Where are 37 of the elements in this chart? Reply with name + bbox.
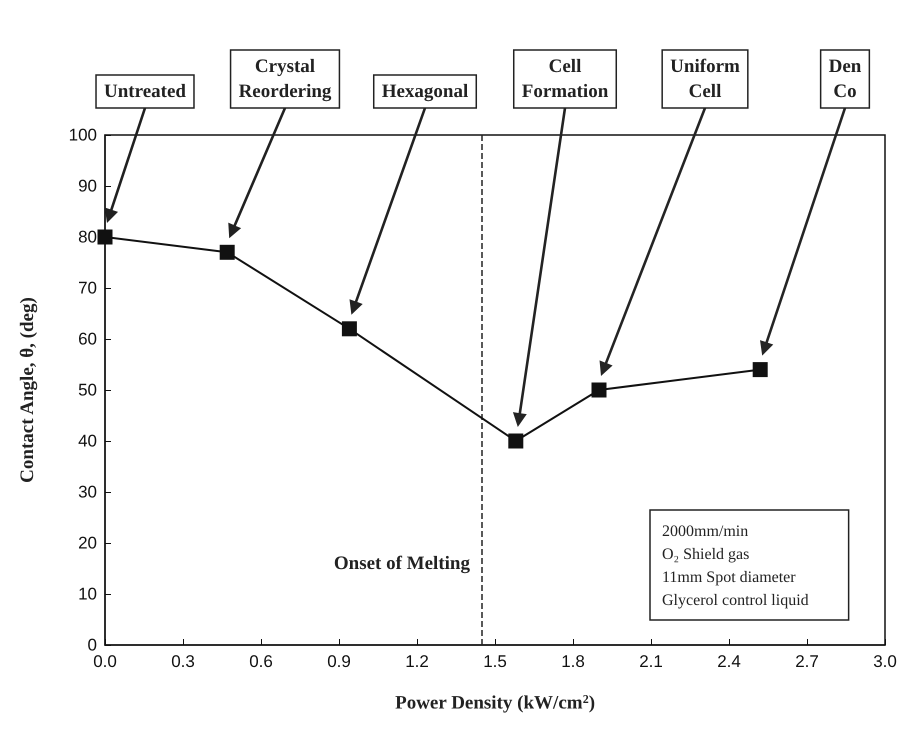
x-tick-label: 0.0 [93, 652, 117, 671]
y-tick-label: 50 [78, 380, 97, 400]
text: Uniform Cell [670, 56, 740, 102]
x-tick-label: 2.1 [639, 652, 663, 671]
y-tick-label: 80 [78, 228, 97, 246]
text: Crystal Reordering [238, 56, 332, 102]
y-tick-label: 10 [78, 584, 97, 604]
y-tick-label: 40 [78, 432, 97, 450]
point [98, 230, 112, 244]
x-tick-label: 0.3 [171, 652, 195, 671]
x-tick-label: 2.4 [717, 652, 741, 671]
text: Cell Formation [522, 56, 609, 102]
point [342, 321, 357, 336]
point [592, 382, 606, 398]
x-tick-label: 0.9 [327, 652, 351, 671]
y-tick-label: 100 [68, 126, 97, 144]
y-tick-label: 60 [78, 330, 97, 348]
point [220, 244, 235, 260]
point [508, 434, 524, 448]
x-tick-label: 2.7 [795, 652, 819, 671]
x-tick-label: 1.5 [483, 652, 507, 671]
annotation: 2000mm/min O₂ Shield gas 11mm Spot diameter Glycerol control liquid [662, 523, 809, 609]
text: Hexagonal [382, 81, 468, 102]
y-tick-label: 0 [88, 636, 97, 654]
y-tick-label: 70 [78, 278, 97, 298]
y-axis-title: Contact Angle, θ, (deg) [17, 297, 38, 483]
text: Untreated [104, 81, 186, 102]
point [752, 362, 768, 378]
x-tick-label: 1.8 [561, 652, 585, 671]
x-tick-label: 0.6 [249, 652, 273, 671]
y-tick-label: 90 [78, 176, 97, 196]
text: Den Co [828, 56, 862, 102]
y-tick-label: 20 [78, 534, 97, 552]
y-tick-label: 30 [78, 482, 97, 502]
x-tick-label: 3.0 [873, 652, 897, 671]
ref-line-label: Onset of Melting [334, 552, 470, 574]
x-tick-label: 1.2 [405, 652, 429, 671]
